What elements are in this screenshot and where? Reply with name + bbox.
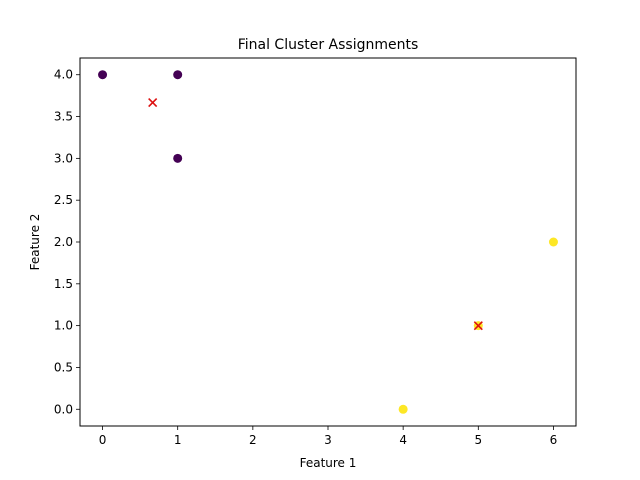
- x-tick-label: 1: [174, 433, 182, 447]
- y-tick-label: 1.0: [54, 319, 73, 333]
- x-tick-label: 0: [99, 433, 107, 447]
- data-point: [173, 153, 183, 163]
- x-axis: 0 1 2 3 4 5 6: [99, 426, 558, 447]
- y-tick-label: 3.0: [54, 151, 73, 165]
- y-tick-label: 0.5: [54, 360, 73, 374]
- x-tick-label: 6: [550, 433, 558, 447]
- y-tick-label: 4.0: [54, 68, 73, 82]
- data-point: [173, 70, 183, 80]
- x-tick-label: 4: [399, 433, 407, 447]
- x-tick-label: 5: [474, 433, 482, 447]
- plot-marks: [98, 70, 558, 414]
- y-axis: 0.0 0.5 1.0 1.5 2.0 2.5 3.0 3.5 4.0: [54, 68, 80, 416]
- y-tick-label: 3.5: [54, 110, 73, 124]
- data-point: [98, 70, 108, 80]
- data-point: [398, 404, 408, 414]
- y-tick-label: 2.5: [54, 193, 73, 207]
- chart-title: Final Cluster Assignments: [238, 37, 419, 53]
- y-tick-label: 1.5: [54, 277, 73, 291]
- centroid-marker: [473, 321, 483, 331]
- y-tick-label: 2.0: [54, 235, 73, 249]
- x-tick-label: 3: [324, 433, 332, 447]
- y-axis-label: Feature 2: [28, 214, 42, 271]
- y-tick-label: 0.0: [54, 402, 73, 416]
- x-tick-label: 2: [249, 433, 257, 447]
- data-point: [548, 237, 558, 247]
- x-axis-label: Feature 1: [300, 456, 357, 470]
- centroid-marker: [148, 98, 158, 108]
